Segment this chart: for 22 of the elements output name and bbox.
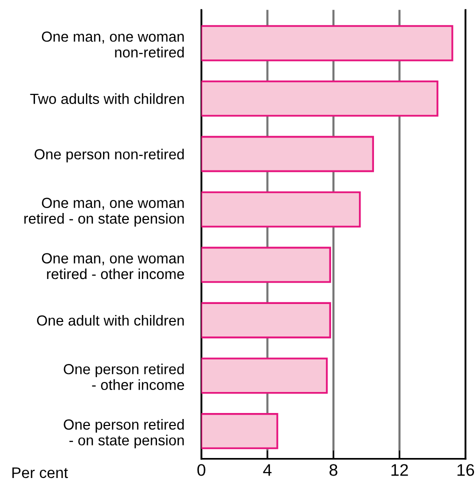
x-tick-label: 4: [263, 464, 272, 476]
y-tick-label: Two adults with children: [30, 93, 184, 104]
y-tick-label: One man, one woman retired - on state pension: [24, 198, 184, 227]
bar: [201, 302, 332, 338]
bar: [201, 246, 332, 283]
bar: [201, 358, 328, 394]
y-tick-label: One person retired - on state pension: [64, 419, 184, 448]
bar: [201, 136, 374, 172]
y-tick-label: One person retired - other income: [64, 364, 184, 390]
bar: [201, 25, 454, 62]
bar: [201, 191, 361, 228]
y-tick-label: One adult with children: [37, 314, 184, 326]
y-tick-label: One man, one woman non-retired: [42, 31, 184, 58]
x-tick-label: 0: [197, 464, 206, 476]
x-tick-label: 16: [458, 464, 474, 476]
bar: [201, 80, 438, 117]
y-tick-label: One man, one woman retired - other income: [42, 253, 184, 280]
bar: [201, 413, 278, 450]
x-tick-label: 12: [391, 464, 408, 476]
x-tick-label: 8: [330, 464, 338, 476]
x-axis-title: Per cent: [12, 467, 68, 478]
y-tick-label: One person non-retired: [34, 148, 184, 162]
